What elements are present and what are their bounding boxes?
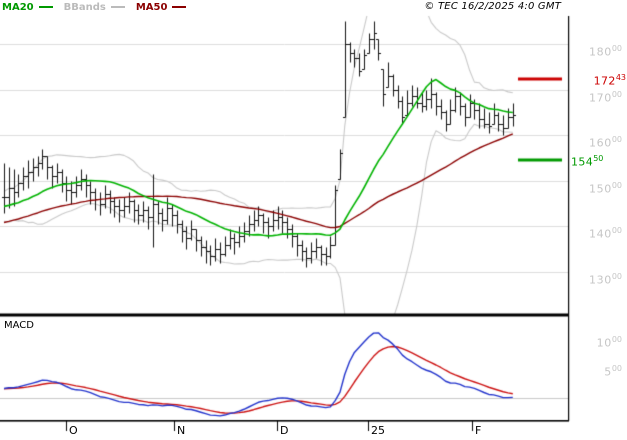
macd-panel-label: MACD <box>4 320 34 331</box>
legend-item-label: MA50 <box>135 1 168 13</box>
legend-item-ma50: MA50 <box>136 2 187 13</box>
chart-legend: MA20 BBands MA50 <box>2 1 197 13</box>
legend-line-sample <box>110 6 125 8</box>
legend-item-bbands: BBands <box>64 2 125 13</box>
legend-line-sample <box>172 6 187 8</box>
legend-line-sample <box>38 6 53 8</box>
legend-item-label: MA20 <box>2 1 34 13</box>
legend-item-label: BBands <box>63 1 106 13</box>
timestamp-label: © TEC 16/2/2025 4:0 GMT <box>424 1 561 12</box>
legend-item-ma20: MA20 <box>2 2 53 13</box>
